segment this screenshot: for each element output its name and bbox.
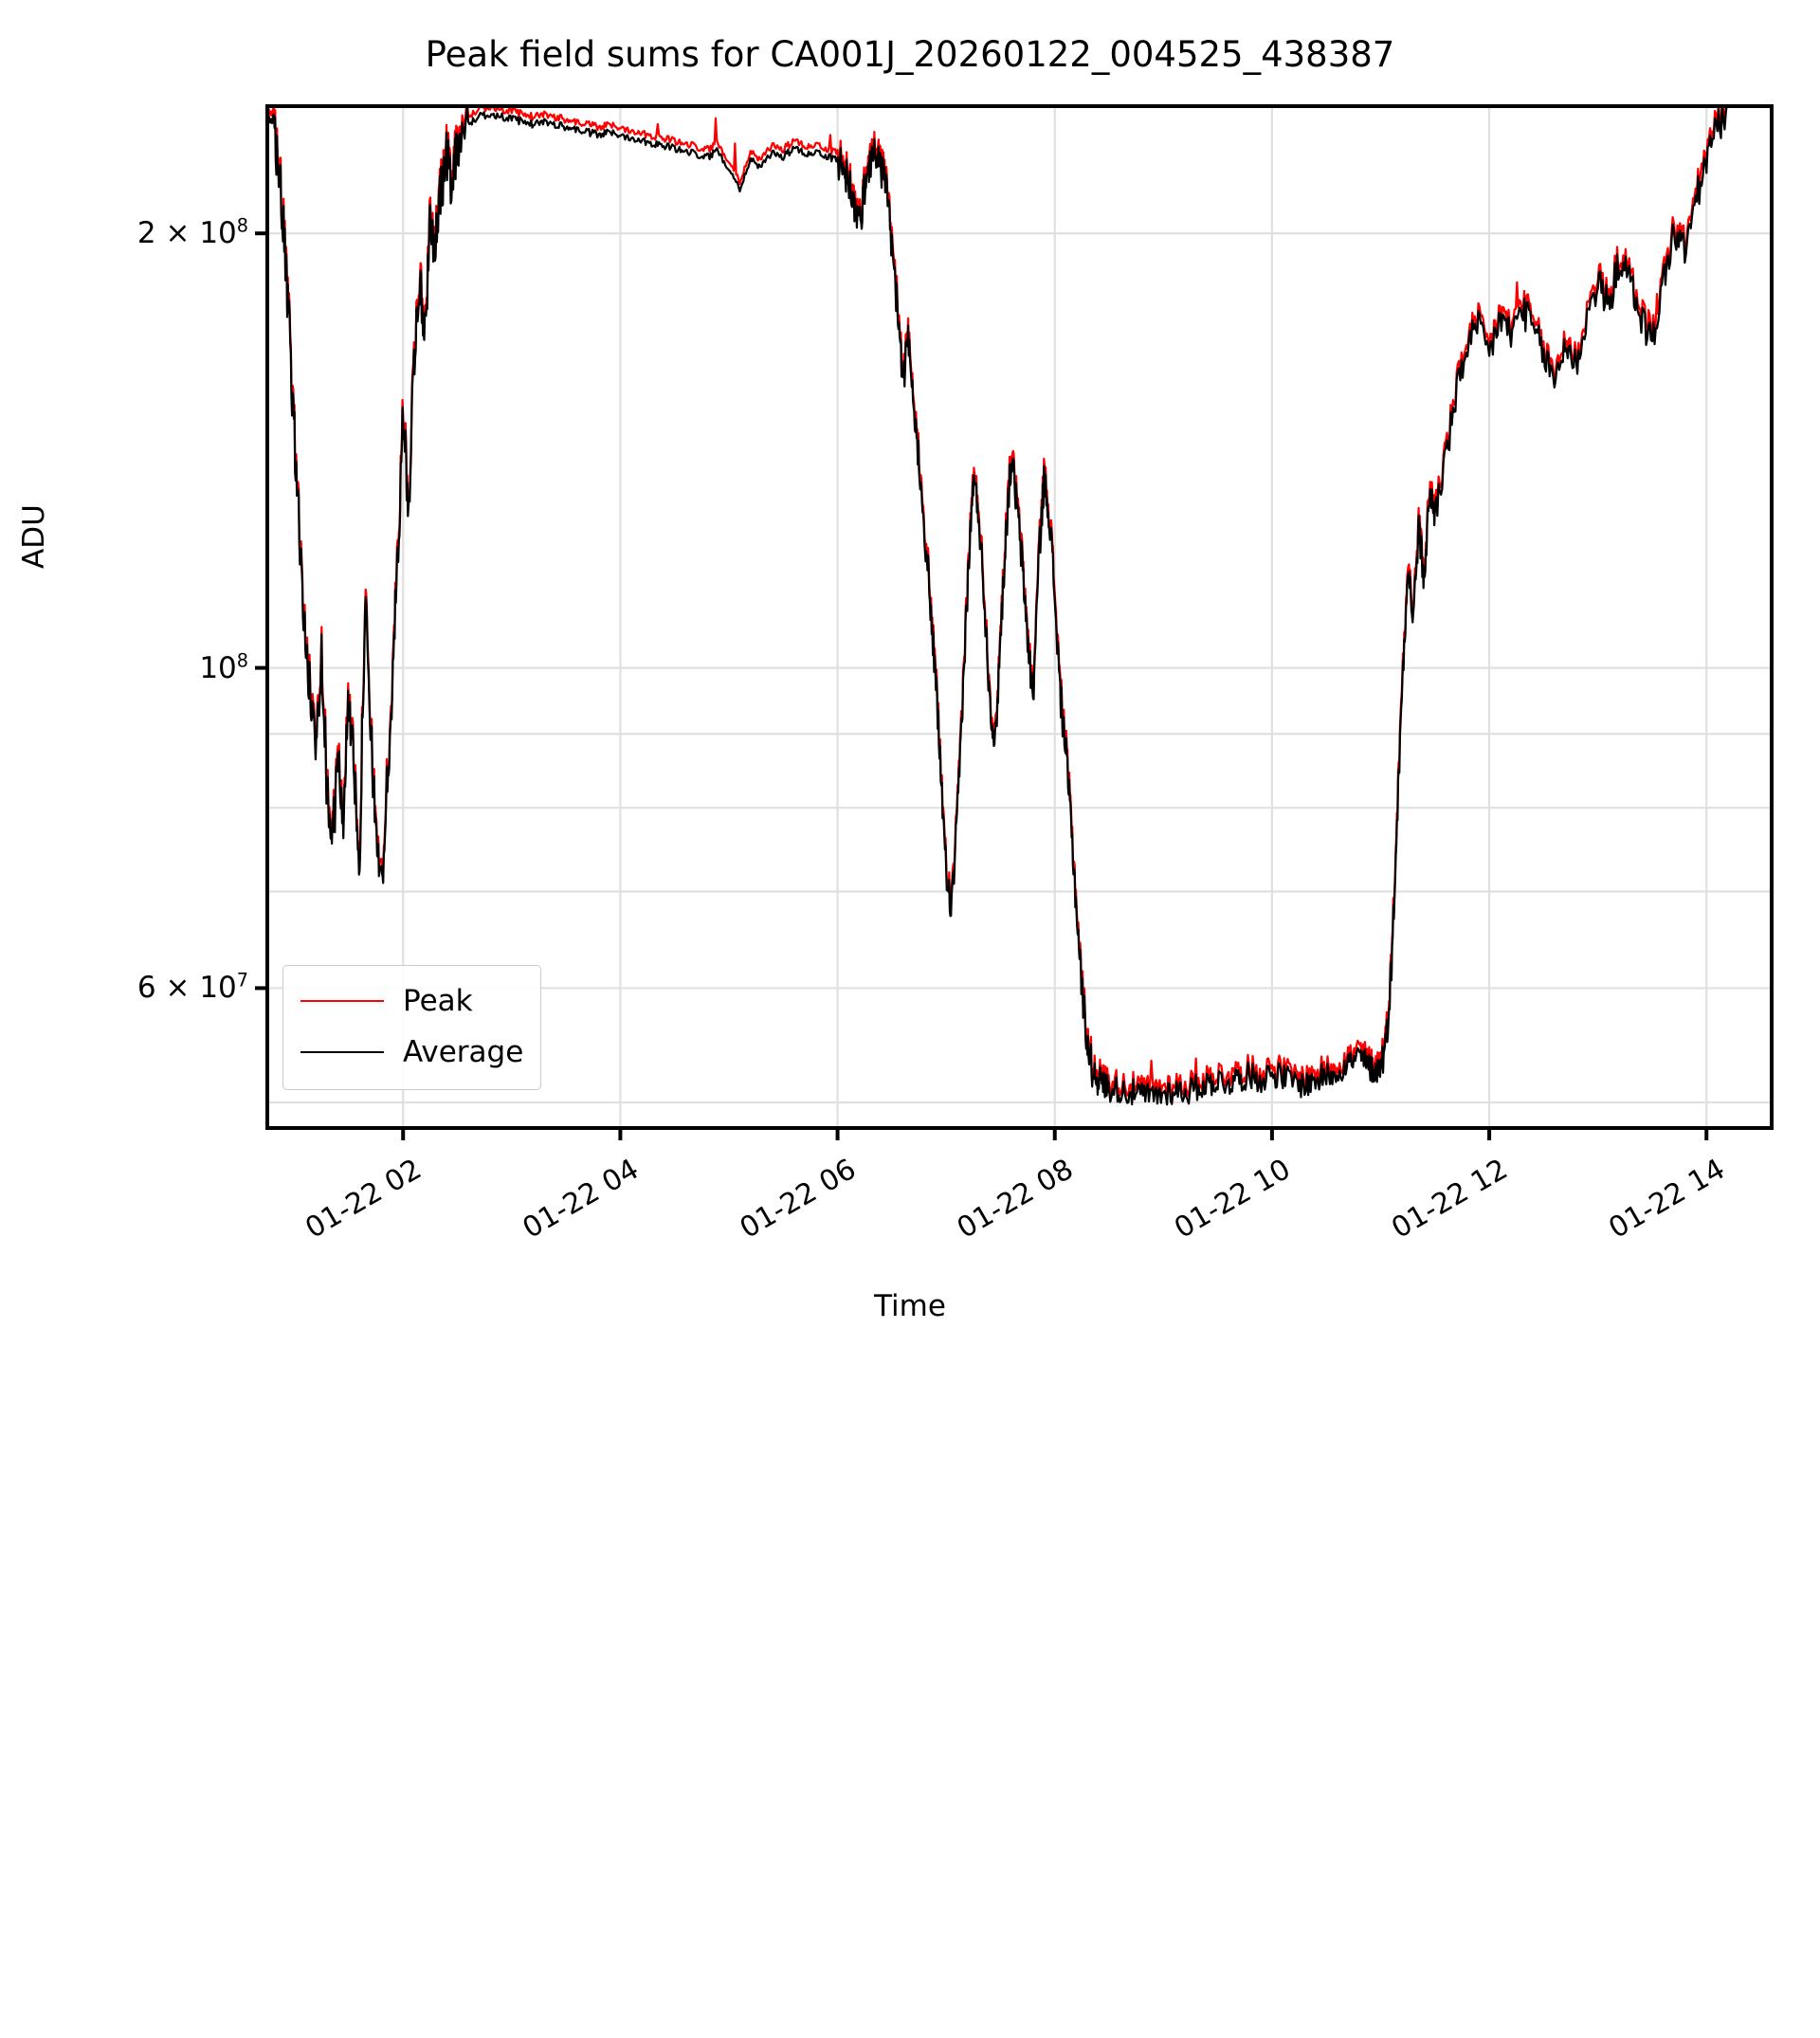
y-tick-label: 2 × 108 (137, 216, 248, 250)
legend-label: Peak (403, 984, 473, 1018)
x-axis-label: Time (874, 1289, 946, 1323)
y-tick-label: 108 (199, 651, 248, 685)
y-tick-exponent: 8 (236, 214, 248, 237)
y-tick-label: 6 × 107 (137, 971, 248, 1005)
y-tick-mantissa: 10 (199, 650, 237, 685)
legend-item-average[interactable]: Average (300, 1027, 523, 1078)
legend-label: Average (403, 1035, 524, 1069)
legend-swatch-average-icon (300, 1051, 384, 1053)
y-tick-mantissa: 2 × 10 (136, 216, 237, 251)
chart-legend: Peak Average (282, 965, 542, 1090)
plot-area (255, 104, 1774, 1140)
legend-swatch-peak-icon (300, 1000, 384, 1002)
y-tick-exponent: 7 (236, 970, 248, 992)
y-tick-mantissa: 6 × 10 (136, 971, 237, 1006)
page-title: Peak field sums for CA001J_20260122_0045… (425, 34, 1395, 75)
chart-figure: Peak field sums for CA001J_20260122_0045… (17, 34, 1774, 1323)
y-tick-exponent: 8 (236, 649, 248, 672)
legend-item-peak[interactable]: Peak (300, 975, 523, 1027)
